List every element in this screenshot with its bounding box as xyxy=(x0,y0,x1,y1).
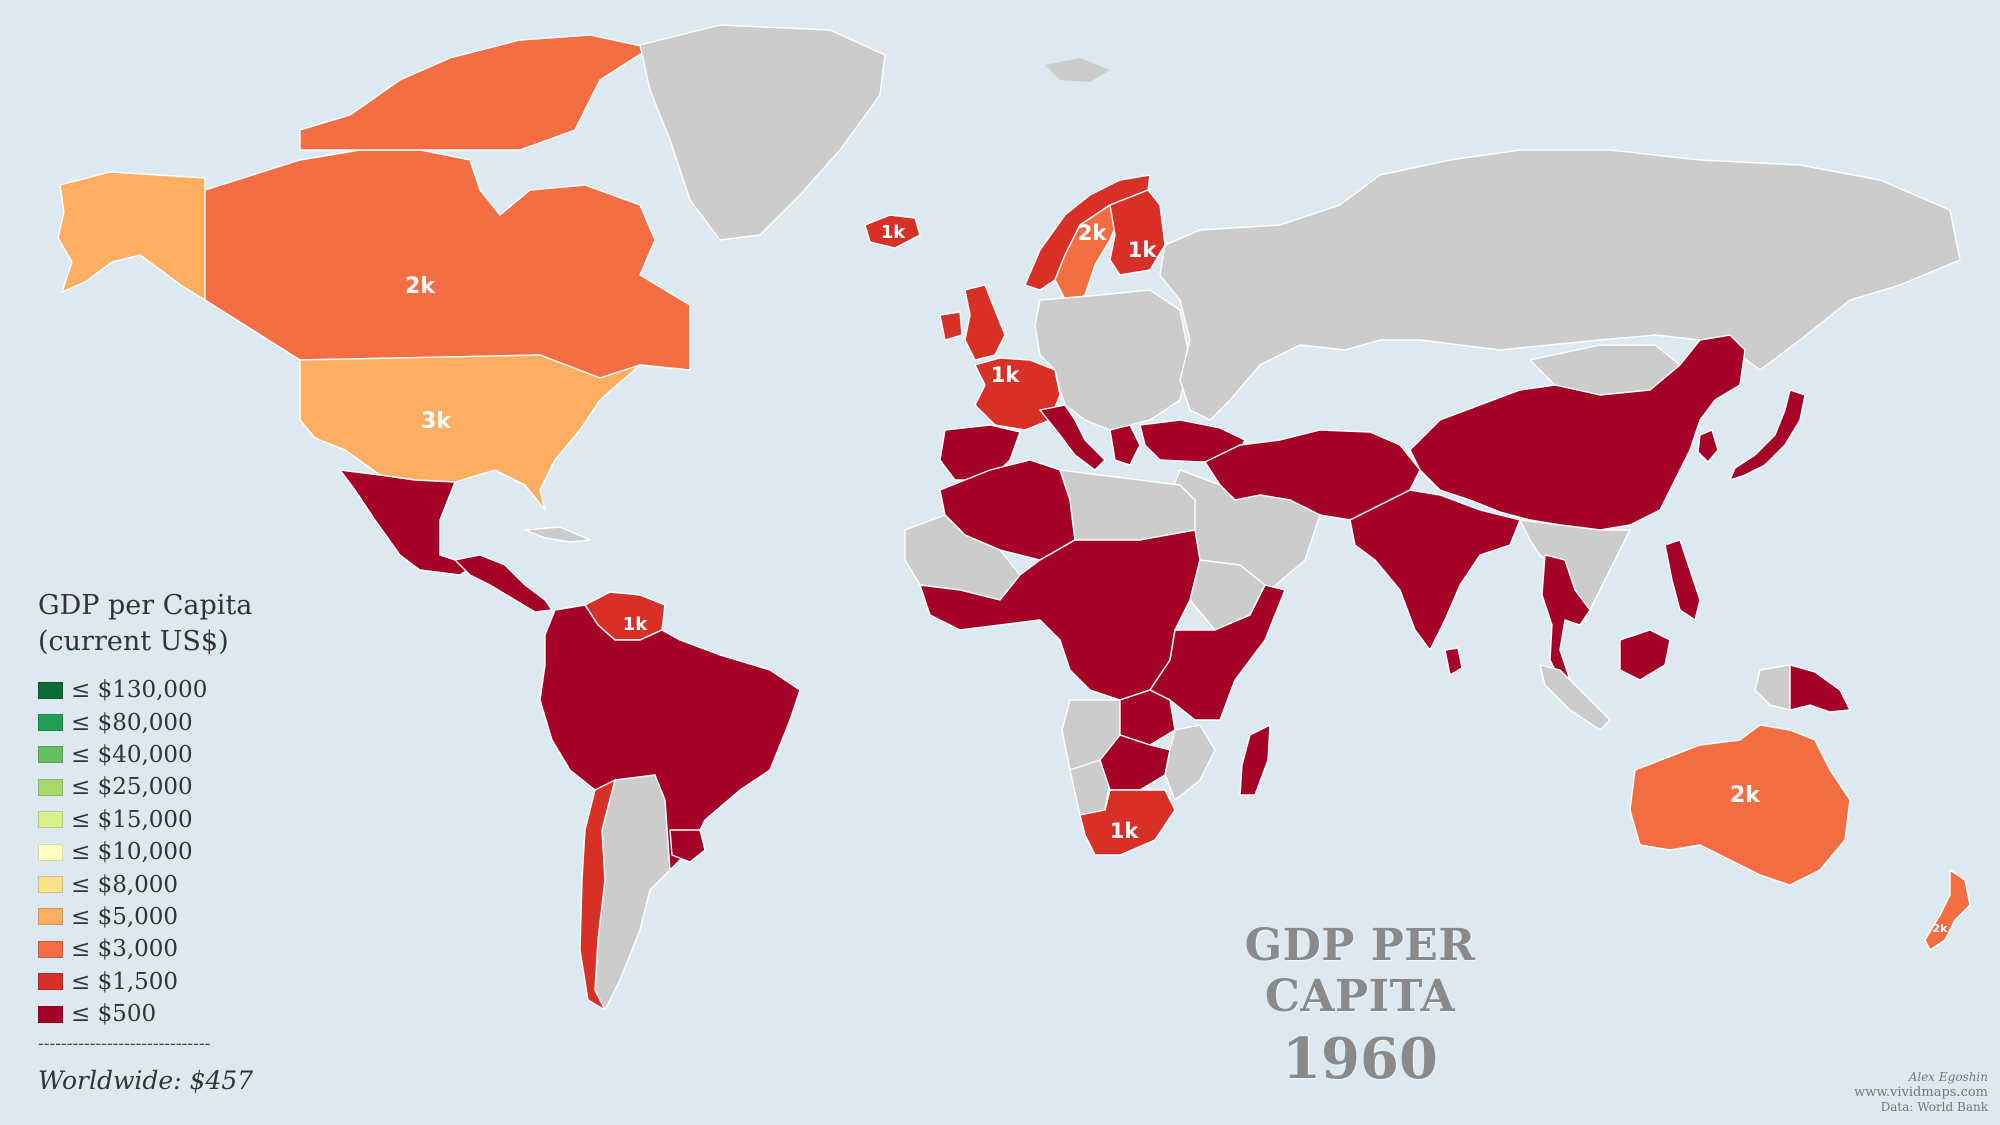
legend-swatch xyxy=(38,778,63,796)
region-sumatra: Sumatra xyxy=(1539,664,1611,731)
credits: Alex Egoshin www.vividmaps.com Data: Wor… xyxy=(1854,1070,1988,1115)
legend-label: ≤ $3,000 xyxy=(71,936,179,963)
region-finland: Finland xyxy=(1109,189,1166,276)
legend-label: ≤ $40,000 xyxy=(71,741,193,768)
region-ireland: Ireland xyxy=(939,311,963,341)
region-italy: Italy xyxy=(1039,404,1106,471)
legend-item: ≤ $40,000 xyxy=(38,739,253,771)
legend-label: ≤ $15,000 xyxy=(71,806,193,833)
region-namibia: Namibia xyxy=(1069,759,1111,816)
label-new-zealand: 2k xyxy=(1933,922,1949,935)
legend-item: ≤ $500 xyxy=(38,998,253,1030)
region-png: Papua New Guinea xyxy=(1789,664,1851,713)
map-title-year: 1960 xyxy=(1282,1026,1438,1092)
legend-title-line1: GDP per Capita xyxy=(38,590,253,621)
region-borneo: Borneo xyxy=(1619,629,1671,681)
label-venezuela: 1k xyxy=(623,614,649,635)
label-canada: 2k xyxy=(405,274,436,299)
region-usa: United States xyxy=(299,354,641,511)
region-new-zealand: New Zealand xyxy=(1924,869,1971,951)
region-iceland: Iceland xyxy=(864,214,921,249)
legend-item: ≤ $10,000 xyxy=(38,836,253,868)
region-china: China xyxy=(1409,334,1746,531)
map-title: GDP PER CAPITA 1960 xyxy=(1155,920,1565,1092)
legend-label: ≤ $130,000 xyxy=(71,677,208,704)
region-cuba: Cuba xyxy=(524,526,591,543)
region-indochina: Myanmar, Laos, Vietnam xyxy=(1519,519,1631,621)
label-south-africa: 1k xyxy=(1110,819,1140,843)
legend-swatch xyxy=(38,746,63,764)
legend-label: ≤ $8,000 xyxy=(71,871,179,898)
label-finland: 1k xyxy=(1128,238,1158,262)
legend-item: ≤ $1,500 xyxy=(38,966,253,998)
label-france: 1k xyxy=(991,363,1021,387)
region-madagascar: Madagascar xyxy=(1239,724,1271,796)
map-title-line1: GDP PER CAPITA xyxy=(1244,920,1476,1022)
legend-separator: ------------------------------ xyxy=(38,1034,211,1055)
legend-label: ≤ $1,500 xyxy=(71,968,179,995)
region-east-europe: Germany, Poland, Eastern Europe xyxy=(1034,289,1191,431)
legend-swatch xyxy=(38,843,63,861)
region-uruguay: Uruguay xyxy=(669,829,706,863)
legend-swatch xyxy=(38,681,63,699)
legend-swatch xyxy=(38,1005,63,1023)
region-uk: United Kingdom xyxy=(964,284,1006,361)
arctic-islands xyxy=(1045,58,1110,82)
legend-item: ≤ $80,000 xyxy=(38,706,253,738)
worldwide-value: Worldwide: $457 xyxy=(38,1066,254,1096)
legend-swatch xyxy=(38,973,63,991)
region-south-africa: South Africa xyxy=(1079,789,1176,856)
legend-item: ≤ $130,000 xyxy=(38,674,253,706)
region-korea: South Korea xyxy=(1697,429,1719,463)
region-india: India xyxy=(1349,489,1521,651)
legend-item: ≤ $15,000 xyxy=(38,804,253,836)
legend-item: ≤ $8,000 xyxy=(38,868,253,900)
legend: GDP per Capita (current US$) ≤ $130,000 ≤… xyxy=(38,588,253,1095)
region-new-guinea-w: Western New Guinea xyxy=(1754,664,1791,711)
legend-label: ≤ $500 xyxy=(71,1001,157,1028)
credit-author: Alex Egoshin xyxy=(1908,1070,1988,1084)
region-chile: Chile xyxy=(579,779,616,1011)
label-norway-sweden: 2k xyxy=(1078,221,1108,245)
label-usa: 3k xyxy=(421,409,452,434)
label-australia: 2k xyxy=(1730,783,1761,808)
region-se-asia: Thailand, Malaysia xyxy=(1541,554,1591,691)
region-mozambique: Mozambique xyxy=(1164,724,1216,801)
region-greenland: Greenland xyxy=(639,24,886,241)
legend-item: ≤ $3,000 xyxy=(38,933,253,965)
region-libya-egypt: Libya and Egypt xyxy=(1059,469,1196,541)
credit-site: www.vividmaps.com xyxy=(1854,1085,1988,1100)
region-australia: Australia xyxy=(1629,724,1851,886)
legend-title-line2: (current US$) xyxy=(38,626,229,657)
legend-item: ≤ $25,000 xyxy=(38,771,253,803)
legend-label: ≤ $5,000 xyxy=(71,903,179,930)
credit-source: Data: World Bank xyxy=(1880,1100,1988,1114)
label-iceland: 1k xyxy=(881,222,907,243)
region-japan: Japan xyxy=(1729,389,1806,481)
region-philippines: Philippines xyxy=(1664,539,1701,621)
legend-label: ≤ $25,000 xyxy=(71,774,193,801)
legend-swatch xyxy=(38,811,63,829)
legend-swatch xyxy=(38,940,63,958)
legend-label: ≤ $10,000 xyxy=(71,839,193,866)
legend-swatch xyxy=(38,876,63,894)
legend-items: ≤ $130,000 ≤ $80,000 ≤ $40,000 ≤ $25,000 ≤ $… xyxy=(38,674,253,1030)
region-south-america-north: Colombia, Ecuador, Peru, Brazil, Bolivia… xyxy=(539,604,801,871)
region-canada-north: Canadian Arctic Islands xyxy=(299,34,651,151)
legend-swatch xyxy=(38,714,63,732)
legend-swatch xyxy=(38,908,63,926)
legend-label: ≤ $80,000 xyxy=(71,709,193,736)
region-sri-lanka: Sri Lanka xyxy=(1444,647,1463,676)
region-central-america: Central America xyxy=(454,554,553,613)
legend-item: ≤ $5,000 xyxy=(38,901,253,933)
